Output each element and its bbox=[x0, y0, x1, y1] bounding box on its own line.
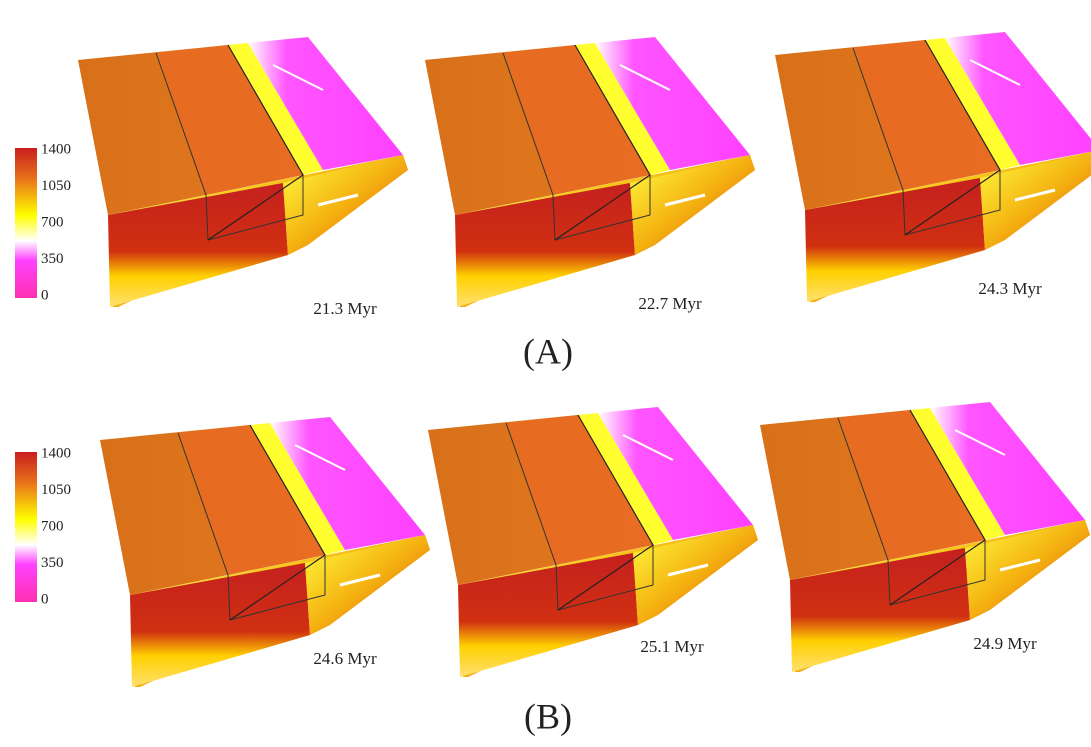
time-label: 24.3 Myr bbox=[978, 279, 1042, 298]
mantle-wedge bbox=[508, 415, 653, 565]
time-label: 21.3 Myr bbox=[313, 299, 377, 318]
velocity-arrow bbox=[317, 193, 359, 207]
ocean-plate bbox=[595, 37, 750, 170]
mantle-wedge bbox=[158, 45, 303, 195]
model-block bbox=[428, 407, 758, 677]
trench-line bbox=[557, 414, 654, 611]
mantle-wedge bbox=[505, 45, 650, 195]
model-block bbox=[425, 37, 755, 307]
subducting-slab bbox=[305, 535, 430, 635]
trench-line bbox=[889, 409, 986, 606]
colorbar-tick-label: 350 bbox=[41, 555, 64, 571]
colorbar-tick-label: 700 bbox=[41, 214, 64, 230]
mantle-wedge bbox=[840, 410, 985, 560]
subducting-slab bbox=[630, 155, 755, 255]
colorbar bbox=[15, 452, 37, 602]
colorbar-tick-label: 1050 bbox=[41, 178, 71, 194]
colorbar-tick-label: 0 bbox=[41, 591, 49, 607]
velocity-arrow bbox=[999, 558, 1041, 572]
velocity-arrow bbox=[294, 444, 346, 471]
trench-line bbox=[207, 44, 304, 241]
subducting-slab bbox=[965, 520, 1090, 620]
front-face bbox=[790, 548, 970, 672]
front-face bbox=[458, 553, 638, 677]
front-face bbox=[130, 563, 310, 687]
trench-strip bbox=[910, 408, 1005, 540]
subducting-slab bbox=[283, 155, 408, 255]
colorbar-tick-label: 700 bbox=[41, 518, 64, 534]
colorbar-tick-label: 1400 bbox=[41, 141, 71, 157]
trench-strip bbox=[228, 43, 323, 175]
model-block bbox=[78, 37, 408, 307]
subducting-slab bbox=[633, 525, 758, 625]
trench-strip bbox=[250, 423, 345, 555]
trench-line bbox=[229, 424, 326, 621]
trench-strip bbox=[925, 38, 1020, 170]
time-label: 24.6 Myr bbox=[313, 649, 377, 668]
ocean-plate bbox=[248, 37, 403, 170]
ocean-plate bbox=[598, 407, 753, 540]
trench-line bbox=[904, 39, 1001, 236]
front-face bbox=[805, 178, 985, 302]
velocity-arrow bbox=[969, 59, 1021, 86]
trench-strip bbox=[575, 43, 670, 175]
row-label: (A) bbox=[523, 331, 573, 371]
velocity-arrow bbox=[339, 573, 381, 587]
model-block bbox=[760, 402, 1090, 672]
trench-strip bbox=[578, 413, 673, 545]
velocity-arrow bbox=[619, 64, 671, 91]
front-face bbox=[108, 183, 288, 307]
colorbar-tick-label: 350 bbox=[41, 251, 64, 267]
row-label: (B) bbox=[524, 696, 572, 736]
colorbar bbox=[15, 148, 37, 298]
time-label: 25.1 Myr bbox=[640, 637, 704, 656]
mantle-wedge bbox=[180, 425, 325, 575]
velocity-arrow bbox=[667, 563, 709, 577]
velocity-arrow bbox=[664, 193, 706, 207]
model-block bbox=[775, 32, 1091, 302]
model-block bbox=[100, 417, 430, 687]
velocity-arrow bbox=[622, 434, 674, 461]
velocity-arrow bbox=[272, 64, 324, 91]
mantle-wedge bbox=[855, 40, 1000, 190]
time-label: 24.9 Myr bbox=[973, 634, 1037, 653]
front-face bbox=[455, 183, 635, 307]
subducting-slab bbox=[980, 152, 1091, 250]
colorbar-tick-label: 1400 bbox=[41, 445, 71, 461]
colorbar-tick-label: 0 bbox=[41, 287, 49, 303]
ocean-plate bbox=[270, 417, 425, 550]
ocean-plate bbox=[930, 402, 1085, 535]
trench-line bbox=[554, 44, 651, 241]
velocity-arrow bbox=[1014, 188, 1056, 202]
colorbar-tick-label: 1050 bbox=[41, 482, 71, 498]
time-label: 22.7 Myr bbox=[638, 294, 702, 313]
velocity-arrow bbox=[954, 429, 1006, 456]
